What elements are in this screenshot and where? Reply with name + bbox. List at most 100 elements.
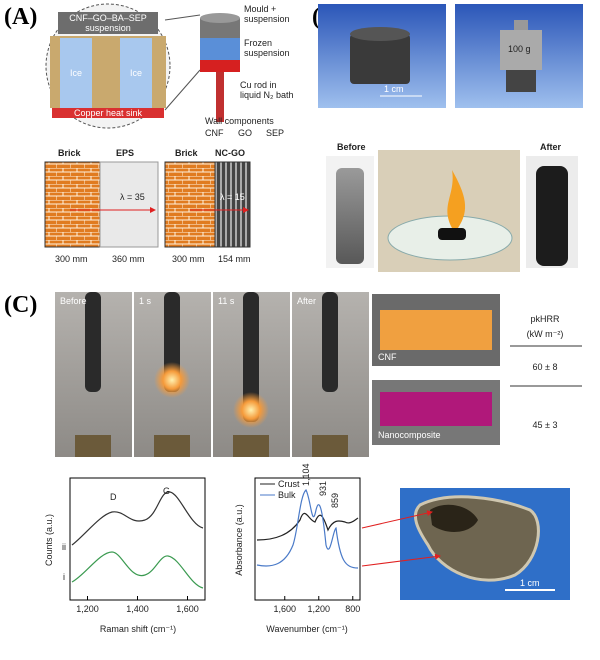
- crust: [430, 504, 478, 532]
- trace-label: ii: [62, 542, 66, 552]
- thickness: 300 mm: [172, 254, 205, 264]
- brick: [44, 161, 101, 248]
- heat-sink-label: Copper heat sink: [74, 108, 143, 118]
- pointer: [361, 553, 441, 567]
- label: Wall components: [205, 116, 274, 126]
- zoom-line: [164, 69, 201, 111]
- burner: [233, 435, 269, 457]
- peak-label: D: [110, 492, 117, 502]
- sample: [85, 292, 101, 392]
- label: Brick: [175, 148, 199, 158]
- pointer: [361, 510, 433, 529]
- panel-b: (B) 1 cm 100 g Before After: [312, 4, 583, 272]
- weight-knob: [514, 20, 528, 30]
- ice-label: Ice: [130, 68, 142, 78]
- x-tick-label: 1,200: [307, 604, 330, 614]
- ice-label: Ice: [70, 68, 82, 78]
- label: Before: [337, 142, 366, 152]
- x-tick-label: 1,600: [176, 604, 199, 614]
- peak-label: G: [163, 486, 170, 496]
- label: liquid N₂ bath: [240, 90, 294, 100]
- label: Brick: [58, 148, 82, 158]
- sample: [336, 168, 364, 264]
- x-tick-label: 800: [345, 604, 360, 614]
- peak-label: 1,104: [301, 463, 311, 486]
- sample: [322, 292, 338, 392]
- label: suspension: [244, 14, 290, 24]
- thickness: 360 mm: [112, 254, 145, 264]
- x-label: Wavenumber (cm⁻¹): [266, 624, 347, 634]
- label: Cu rod in: [240, 80, 277, 90]
- trace-crust: [256, 512, 359, 541]
- frame-label: After: [297, 296, 316, 306]
- lambda: λ = 35: [120, 192, 145, 202]
- x-label: Raman shift (cm⁻¹): [100, 624, 176, 634]
- trace-ii: [71, 491, 204, 546]
- inset-text: suspension: [85, 23, 131, 33]
- frame-label: 11 s: [218, 296, 235, 306]
- flame: [447, 170, 466, 228]
- burner: [312, 435, 348, 457]
- sample-label: Nanocomposite: [378, 430, 441, 440]
- axes: [69, 477, 206, 601]
- peak-label: 931: [318, 481, 328, 496]
- flame: [233, 392, 269, 428]
- weight: [500, 30, 542, 70]
- brick: [164, 161, 216, 248]
- label: After: [540, 142, 561, 152]
- nanocomposite: [380, 392, 492, 426]
- label: Frozen: [244, 38, 272, 48]
- eps: [99, 161, 159, 248]
- x-tick-label: 1,400: [126, 604, 149, 614]
- thickness: 154 mm: [218, 254, 251, 264]
- component: GO: [238, 128, 252, 138]
- sample: [243, 292, 259, 422]
- component: SEP: [266, 128, 284, 138]
- suspension-layer: [58, 12, 158, 34]
- scale-label: 1 cm: [520, 578, 540, 588]
- trace-label: i: [63, 572, 65, 582]
- heat-sink: [52, 108, 164, 118]
- table-cell: 60 ± 8: [533, 362, 558, 372]
- trace-i: [71, 551, 204, 589]
- trace-bulk: [256, 489, 359, 569]
- nc-go: [214, 161, 251, 248]
- frame-label: 1 s: [139, 296, 152, 306]
- y-label: Counts (a.u.): [44, 514, 54, 566]
- table-cell: 45 ± 3: [533, 420, 558, 430]
- mould-top: [200, 13, 240, 23]
- weight-label: 100 g: [508, 44, 531, 54]
- zoom-line: [164, 14, 201, 21]
- cnf-burning: [380, 310, 492, 350]
- sample: [438, 228, 466, 240]
- inset-text: CNF–GO–BA–SEP: [69, 13, 147, 23]
- component: CNF: [205, 128, 224, 138]
- panel-label: (C): [4, 292, 37, 318]
- axes: [254, 477, 361, 601]
- panel-label: (A): [4, 4, 37, 30]
- burner: [75, 435, 111, 457]
- label: EPS: [116, 148, 134, 158]
- label: Mould +: [244, 4, 276, 14]
- thickness: 300 mm: [55, 254, 88, 264]
- sample: [350, 34, 410, 84]
- mould: [200, 18, 240, 38]
- x-tick-label: 1,600: [273, 604, 296, 614]
- peak-label: 859: [330, 493, 340, 508]
- panel-c: (C) Before 1 s 11 s After CNF Nanocomposite…: [4, 292, 582, 634]
- sample: [536, 166, 568, 266]
- frozen: [200, 38, 240, 60]
- label: suspension: [244, 48, 290, 58]
- frame-label: Before: [60, 296, 87, 306]
- lambda: λ = 15: [220, 192, 245, 202]
- ice-column: [60, 38, 92, 108]
- sample-top: [350, 27, 410, 41]
- legend-label: Bulk: [278, 490, 296, 500]
- sample: [506, 70, 536, 92]
- legend-label: Crust: [278, 479, 300, 489]
- flame: [154, 362, 190, 398]
- scale-label: 1 cm: [384, 84, 404, 94]
- table-unit: (kW m⁻²): [527, 329, 564, 339]
- sample-label: CNF: [378, 352, 397, 362]
